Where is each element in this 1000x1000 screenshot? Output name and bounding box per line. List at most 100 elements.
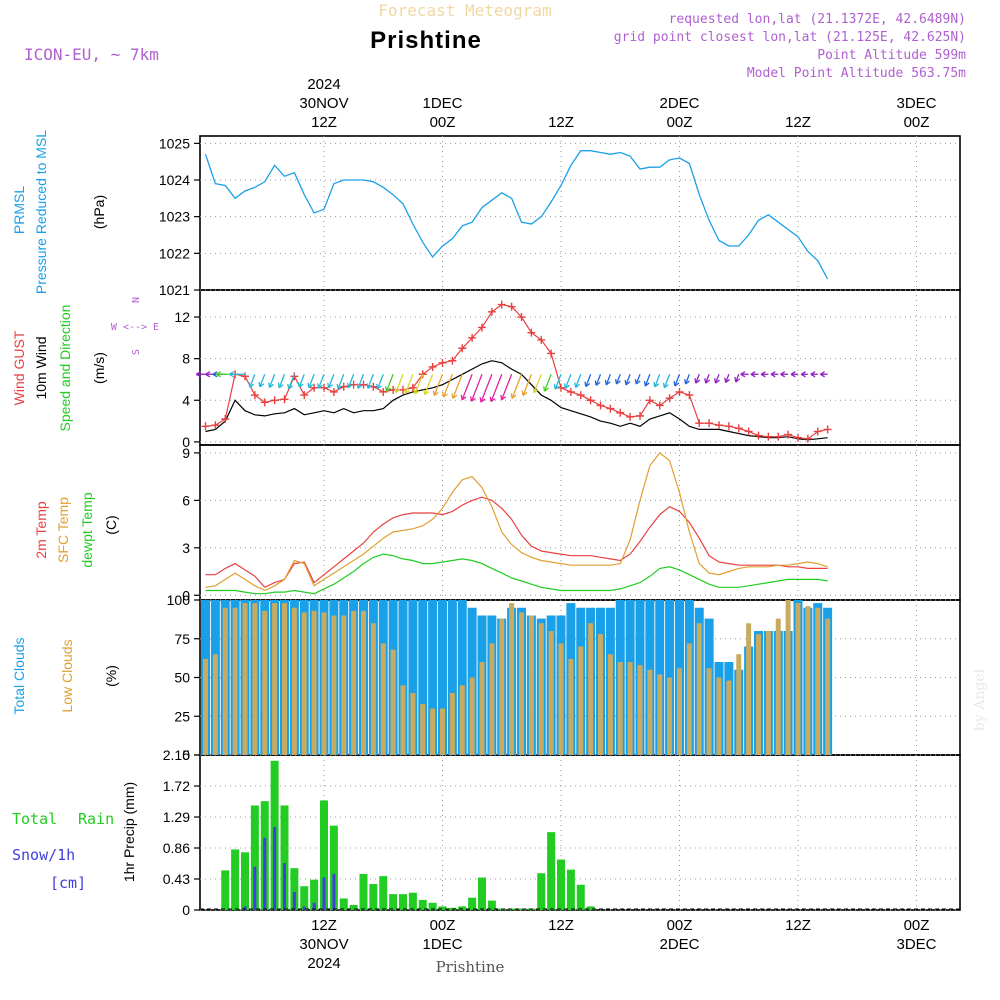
rain-bar <box>399 894 407 910</box>
wind-arrowhead <box>800 371 806 378</box>
wind-arrow <box>554 374 562 390</box>
low-cloud-bar <box>252 603 258 755</box>
wind-arrowhead <box>510 393 517 399</box>
wind-arrow <box>575 374 582 388</box>
pressure-line <box>204 150 829 280</box>
y-tick-label: 12 <box>174 309 190 325</box>
wind-arrowhead <box>307 382 314 389</box>
gust-marker <box>438 358 447 367</box>
gust-marker <box>270 396 279 405</box>
total-cloud-bar <box>428 600 438 755</box>
wind-arrowhead <box>442 391 448 398</box>
bottom-time-axis: 12Z 30NOV 2024 00Z 1DEC 12Z 00Z 2DEC 12Z 00Z 3DEC <box>299 917 936 972</box>
temp-dewpt-line <box>205 553 828 595</box>
bottom-time-label: 12Z <box>785 917 811 934</box>
grid-lonlat: grid point closest lon,lat (21.125E, 42.… <box>614 30 966 45</box>
low-cloud-bar <box>311 610 317 755</box>
wind-arrow <box>317 374 325 389</box>
gust-marker <box>507 302 516 311</box>
rain-bar <box>329 825 338 910</box>
top-time-label: 1DEC <box>422 95 462 112</box>
top-time-label: 12Z <box>785 114 811 131</box>
bottom-time-label: 00Z <box>430 917 456 934</box>
y-tick-label: 0 <box>182 434 190 450</box>
wind-arrowhead <box>258 381 265 388</box>
low-cloud-bar <box>222 607 228 755</box>
top-time-label: 30NOV <box>299 95 348 112</box>
low-cloud-bar <box>361 610 366 755</box>
low-cloud-bar <box>410 693 416 755</box>
rain-bar <box>478 877 486 910</box>
y-tick-label: 0 <box>182 587 190 603</box>
compass-north: N <box>131 297 142 303</box>
wind-arrow <box>605 374 611 386</box>
low-cloud-bar <box>449 693 455 755</box>
low-cloud-bar <box>756 634 761 755</box>
y-tick-label: 1023 <box>159 209 190 225</box>
clouds-unit: (%) <box>103 665 119 687</box>
wind-arrowhead <box>760 371 766 378</box>
gust-marker <box>823 425 832 434</box>
bottom-time-label: 00Z <box>904 917 930 934</box>
wind-arrow <box>414 374 424 395</box>
y-tick-label: 100 <box>167 592 191 608</box>
wind-arrowhead <box>662 382 669 389</box>
wind-arrowhead <box>366 383 373 389</box>
panel-frame <box>199 289 961 446</box>
temp-dewpt-label: dewpt Temp <box>79 492 95 567</box>
wind-arrow <box>543 374 552 392</box>
wind-arrowhead <box>604 379 611 386</box>
low-cloud-bar <box>291 607 297 755</box>
gust-marker <box>695 419 704 428</box>
y-tick-label: 4 <box>182 392 190 408</box>
rain-bar <box>517 908 526 910</box>
low-cloud-bar <box>696 623 702 755</box>
gust-marker <box>408 383 417 392</box>
wind-arrowhead <box>653 381 660 388</box>
model-label: ICON-EU, ~ 7km <box>24 45 159 64</box>
wind-arrow <box>490 374 503 402</box>
low-cloud-bar <box>588 623 594 755</box>
low-cloud-bar <box>825 618 831 755</box>
wind-arrowhead <box>553 384 560 390</box>
gust-marker <box>715 421 723 430</box>
gust-marker <box>705 419 714 428</box>
gust-marker <box>636 411 644 420</box>
wind-arrow <box>533 374 542 393</box>
wind-arrowhead <box>532 387 539 394</box>
temp-unit: (C) <box>103 515 119 534</box>
wind-arrowhead <box>346 382 353 389</box>
wind-arrowhead <box>460 394 467 401</box>
panel-frames <box>199 135 961 911</box>
wind-direction-arrows <box>195 371 828 403</box>
rain-bar <box>280 805 289 910</box>
wind-arrow <box>511 374 523 399</box>
rain-label: Rain <box>78 810 114 828</box>
wind-arrowhead <box>780 371 786 378</box>
low-cloud-bar <box>430 708 436 755</box>
compass-south: S <box>131 349 142 355</box>
low-cloud-bar <box>370 623 376 755</box>
wind-arrow <box>337 374 345 390</box>
wind-arrow <box>347 374 355 388</box>
wind-10m-label: 10m Wind <box>33 336 49 399</box>
gust-marker <box>596 401 605 410</box>
rain-bar <box>241 852 249 910</box>
wind-arrowhead <box>643 380 650 387</box>
low-cloud-bar <box>203 658 208 755</box>
wind-arrowhead <box>215 371 221 378</box>
wind-arrowhead <box>470 396 476 402</box>
temp-sfc-line <box>205 452 828 592</box>
wind-arrowhead <box>574 382 580 388</box>
wind-arrow <box>615 374 621 385</box>
total-cloud-bar <box>447 600 457 755</box>
clouds-bars <box>201 600 833 755</box>
wind-arrow <box>585 374 592 387</box>
rain-bar <box>320 800 328 910</box>
top-time-label: 12Z <box>311 114 337 131</box>
pressure-label-prmsl: PRMSL <box>11 186 27 234</box>
rain-bar <box>547 832 556 910</box>
gust-marker <box>784 430 793 439</box>
low-cloud-bar <box>736 654 742 755</box>
